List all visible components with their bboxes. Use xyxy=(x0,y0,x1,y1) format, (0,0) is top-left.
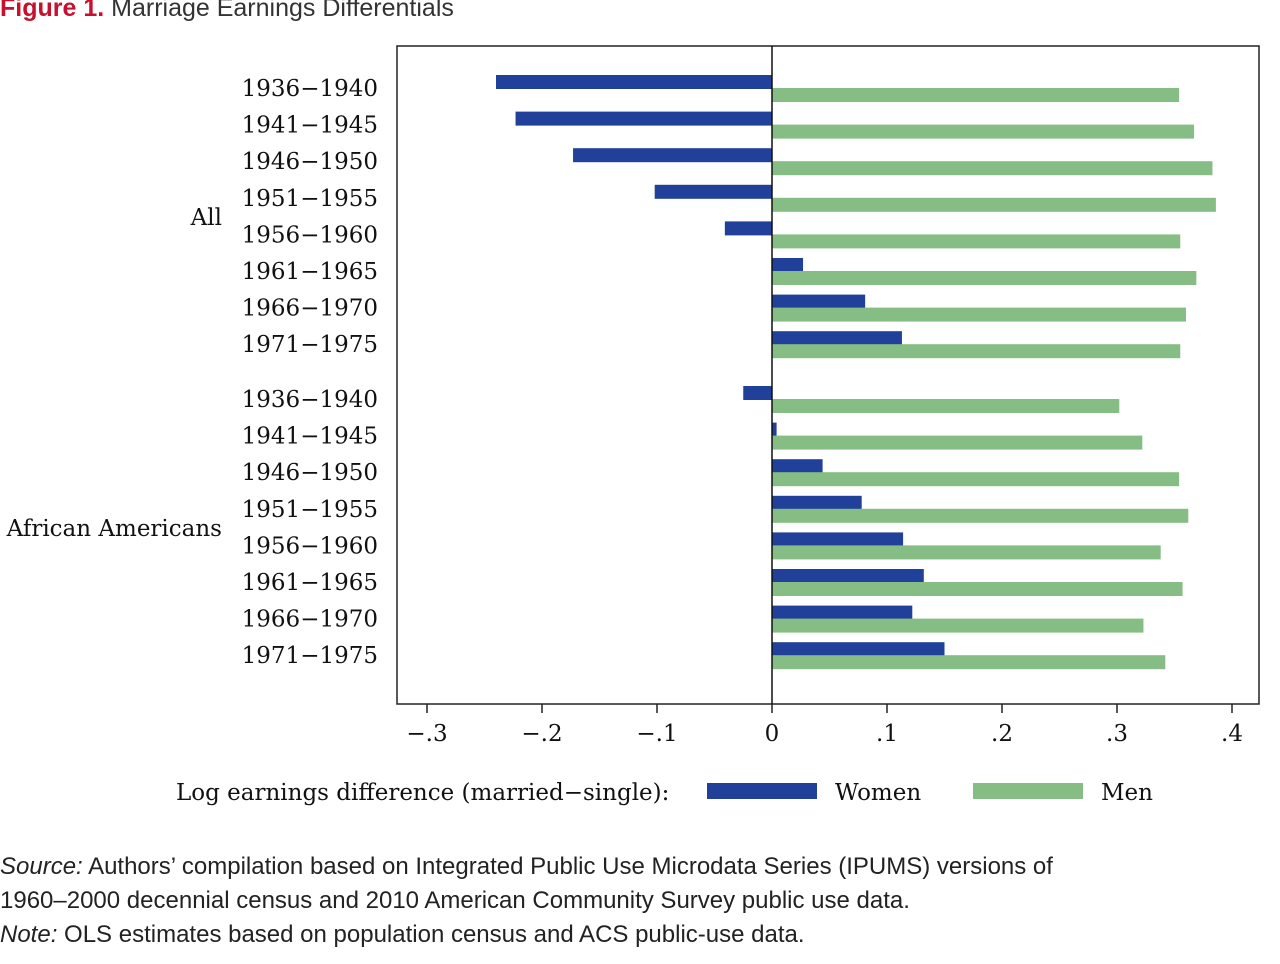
bar-men xyxy=(772,88,1180,102)
x-tick-label: −.1 xyxy=(636,721,677,747)
bar-women xyxy=(654,184,772,199)
bar-women xyxy=(772,459,823,474)
category-label: 1936−1940 xyxy=(242,76,378,102)
category-label: 1961−1965 xyxy=(242,259,378,285)
category-label: 1956−1960 xyxy=(242,222,378,248)
bar-women xyxy=(772,642,945,657)
bar-men xyxy=(772,344,1181,359)
category-label: 1966−1970 xyxy=(242,607,378,633)
bar-women xyxy=(743,386,772,400)
category-label: 1966−1970 xyxy=(242,296,378,322)
bar-men xyxy=(772,161,1213,176)
bar-men xyxy=(772,435,1143,450)
notes: Source: Authors’ compilation based on In… xyxy=(0,850,1053,952)
bar-women xyxy=(772,258,804,272)
note-line: Note: OLS estimates based on population … xyxy=(0,918,1053,952)
x-tick-label: −.3 xyxy=(406,721,447,747)
x-axis-ticks: −.3 −.2 −.1 0 .1 .2 .3 .4 xyxy=(406,704,1243,747)
category-label: 1971−1975 xyxy=(242,332,378,358)
bar-chart: 1936−1940 1941−1945 1946−1950 1951−1955 1956… xyxy=(6,45,1260,806)
bar-men xyxy=(772,582,1183,596)
category-label: 1951−1955 xyxy=(242,497,378,523)
bar-women xyxy=(515,111,772,126)
note-label: Note: xyxy=(0,921,58,948)
bar-women xyxy=(772,294,866,309)
x-tick-label: .4 xyxy=(1221,721,1243,747)
category-label: 1961−1965 xyxy=(242,570,378,596)
bar-men xyxy=(772,508,1189,523)
bar-men xyxy=(772,545,1161,560)
bar-men xyxy=(772,655,1166,670)
category-label: 1971−1975 xyxy=(242,643,378,669)
legend-swatch-women xyxy=(707,783,817,799)
legend: Log earnings difference (married−single)… xyxy=(176,780,1153,806)
bar-women xyxy=(772,331,902,346)
source-line: Source: Authors’ compilation based on In… xyxy=(0,850,1053,884)
x-tick-label: −.2 xyxy=(521,721,562,747)
source-text: Authors’ compilation based on Integrated… xyxy=(82,853,1053,880)
bar-women xyxy=(772,532,904,547)
bars-layer xyxy=(496,75,1216,670)
category-label: 1946−1950 xyxy=(242,149,378,175)
group-label: All xyxy=(190,205,222,231)
bar-women xyxy=(573,148,772,163)
legend-label-men: Men xyxy=(1101,780,1153,806)
legend-label-women: Women xyxy=(835,780,921,806)
bar-women xyxy=(772,569,924,583)
category-label: 1941−1945 xyxy=(242,424,378,450)
figure-title-text: Marriage Earnings Differentials xyxy=(111,0,454,22)
bar-men xyxy=(772,399,1120,413)
bar-men xyxy=(772,197,1216,212)
note-text: OLS estimates based on population census… xyxy=(57,921,805,948)
x-tick-label: .1 xyxy=(876,721,898,747)
legend-title: Log earnings difference (married−single)… xyxy=(176,780,669,806)
bar-men xyxy=(772,234,1181,249)
bar-men xyxy=(772,124,1195,139)
figure-title: Figure 1. Marriage Earnings Differential… xyxy=(0,0,454,23)
bar-women xyxy=(724,221,772,236)
x-tick-label: .2 xyxy=(991,721,1013,747)
bar-men xyxy=(772,472,1180,487)
source-line-2: 1960–2000 decennial census and 2010 Amer… xyxy=(0,887,910,914)
x-tick-label: .3 xyxy=(1106,721,1128,747)
category-label: 1951−1955 xyxy=(242,186,378,212)
bar-women xyxy=(496,75,772,89)
bar-men xyxy=(772,618,1144,633)
category-label: 1946−1950 xyxy=(242,460,378,486)
bar-women xyxy=(772,495,862,510)
group-labels: All African Americans xyxy=(6,205,222,542)
legend-swatch-men xyxy=(973,783,1083,799)
category-label: 1956−1960 xyxy=(242,533,378,559)
bar-women xyxy=(772,605,913,620)
category-label: 1936−1940 xyxy=(242,387,378,413)
category-labels: 1936−1940 1941−1945 1946−1950 1951−1955 1956… xyxy=(242,76,378,669)
plot-frame xyxy=(396,45,1260,705)
category-label: 1941−1945 xyxy=(242,113,378,139)
figure-label: Figure 1. xyxy=(0,0,105,22)
bar-men xyxy=(772,307,1186,322)
x-tick-label: 0 xyxy=(765,721,780,747)
group-label: African Americans xyxy=(6,516,222,542)
bar-men xyxy=(772,271,1197,285)
source-label: Source: xyxy=(0,853,83,880)
bar-women xyxy=(772,422,777,437)
